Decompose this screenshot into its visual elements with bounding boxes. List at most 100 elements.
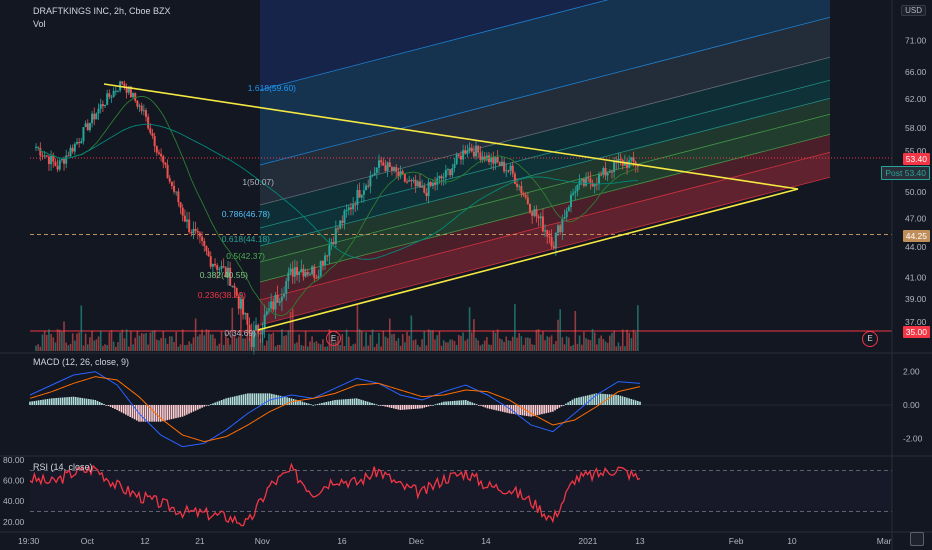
candle-body	[509, 165, 512, 171]
macd-histogram-bar	[571, 399, 574, 405]
currency-button[interactable]: USD	[901, 5, 926, 16]
volume-bar	[408, 335, 410, 351]
candle-body	[593, 183, 596, 187]
candle-body	[526, 197, 529, 204]
candle-body	[431, 182, 434, 186]
volume-bar	[89, 337, 91, 351]
volume-bar	[382, 330, 385, 351]
volume-bar	[106, 345, 108, 351]
macd-histogram-bar	[536, 405, 539, 416]
macd-histogram-bar	[277, 395, 280, 405]
candle-body	[554, 232, 557, 248]
candle-body	[39, 148, 42, 156]
candle-body	[127, 86, 130, 93]
volume-bar	[294, 343, 296, 351]
macd-histogram-bar	[53, 398, 55, 405]
macd-histogram-bar	[292, 399, 295, 405]
macd-histogram-bar	[412, 405, 415, 409]
candle-body	[194, 229, 197, 231]
macd-histogram-bar	[107, 405, 110, 406]
volume-bar	[587, 339, 590, 351]
fib-channel-line	[259, 0, 609, 91]
macd-histogram-bar	[447, 401, 450, 405]
time-tick-label: Dec	[409, 536, 425, 546]
macd-histogram-bar	[177, 405, 179, 418]
volume-bar	[470, 332, 473, 351]
macd-histogram-bar	[74, 397, 77, 405]
fib-channel-band	[260, 152, 830, 325]
macd-histogram-bar	[162, 405, 164, 422]
volume-bar	[272, 332, 275, 351]
volume-bar	[69, 343, 72, 351]
candle-body	[311, 266, 314, 275]
volume-bar	[621, 329, 624, 351]
candle-body	[86, 123, 89, 131]
candle-body	[203, 240, 206, 247]
macd-histogram-bar	[532, 405, 535, 417]
macd-histogram-bar	[434, 404, 437, 406]
macd-histogram-bar	[196, 405, 199, 410]
volume-bar	[619, 345, 622, 351]
earnings-marker-future[interactable]: E	[862, 331, 878, 347]
candle-body	[550, 237, 553, 247]
volume-bar	[539, 334, 542, 351]
candle-body	[306, 272, 309, 275]
candle-body	[388, 162, 391, 168]
macd-histogram-bar	[515, 405, 517, 415]
macd-histogram-bar	[584, 395, 587, 405]
volume-bar	[384, 336, 387, 351]
candle-body	[498, 162, 501, 167]
candle-body	[134, 93, 137, 101]
level-35-badge: 35.00	[902, 326, 930, 338]
volume-bar	[300, 345, 303, 351]
candle-body	[56, 165, 59, 170]
volume-bar	[576, 343, 579, 351]
volume-bar	[580, 344, 583, 351]
macd-histogram-bar	[523, 405, 526, 416]
candle-body	[356, 190, 359, 205]
volume-bar	[600, 335, 602, 351]
macd-histogram-bar	[493, 405, 495, 410]
candle-body	[235, 287, 238, 297]
candle-body	[224, 267, 227, 278]
macd-histogram-bar	[316, 404, 319, 405]
volume-bar	[552, 344, 555, 351]
volume-bar	[399, 345, 402, 351]
volume-bar	[315, 341, 318, 351]
time-tick-label: 12	[140, 536, 150, 546]
candle-body	[608, 171, 611, 173]
fib-level-label: 0.382(40.55)	[200, 270, 248, 280]
candle-body	[406, 181, 409, 183]
candle-body	[175, 191, 178, 193]
candle-body	[470, 147, 473, 152]
post-value: 53.40	[904, 168, 926, 178]
macd-histogram-bar	[593, 393, 596, 405]
candle-body	[157, 152, 160, 154]
volume-bar	[179, 344, 182, 351]
macd-histogram-bar	[275, 394, 277, 405]
candle-body	[291, 268, 294, 277]
volume-bar	[393, 333, 395, 351]
candle-body	[393, 167, 396, 171]
macd-histogram-bar	[190, 405, 193, 413]
macd-histogram-bar	[615, 394, 617, 405]
volume-bar	[583, 331, 585, 351]
volume-bar	[156, 339, 158, 351]
expand-icon[interactable]	[910, 532, 924, 546]
macd-histogram-bar	[59, 397, 62, 405]
earnings-marker[interactable]: E	[326, 331, 341, 346]
volume-bar	[557, 319, 559, 351]
macd-histogram-bar	[565, 403, 567, 405]
macd-histogram-bar	[610, 394, 613, 405]
macd-histogram-bar	[64, 397, 66, 405]
macd-histogram-bar	[305, 403, 308, 405]
macd-histogram-bar	[597, 393, 600, 405]
macd-histogram-bar	[573, 398, 576, 405]
candle-body	[91, 113, 94, 123]
candle-body	[263, 314, 266, 329]
volume-bar	[501, 339, 503, 351]
macd-histogram-bar	[510, 405, 513, 414]
volume-bar	[218, 343, 221, 351]
macd-histogram-bar	[159, 405, 162, 422]
